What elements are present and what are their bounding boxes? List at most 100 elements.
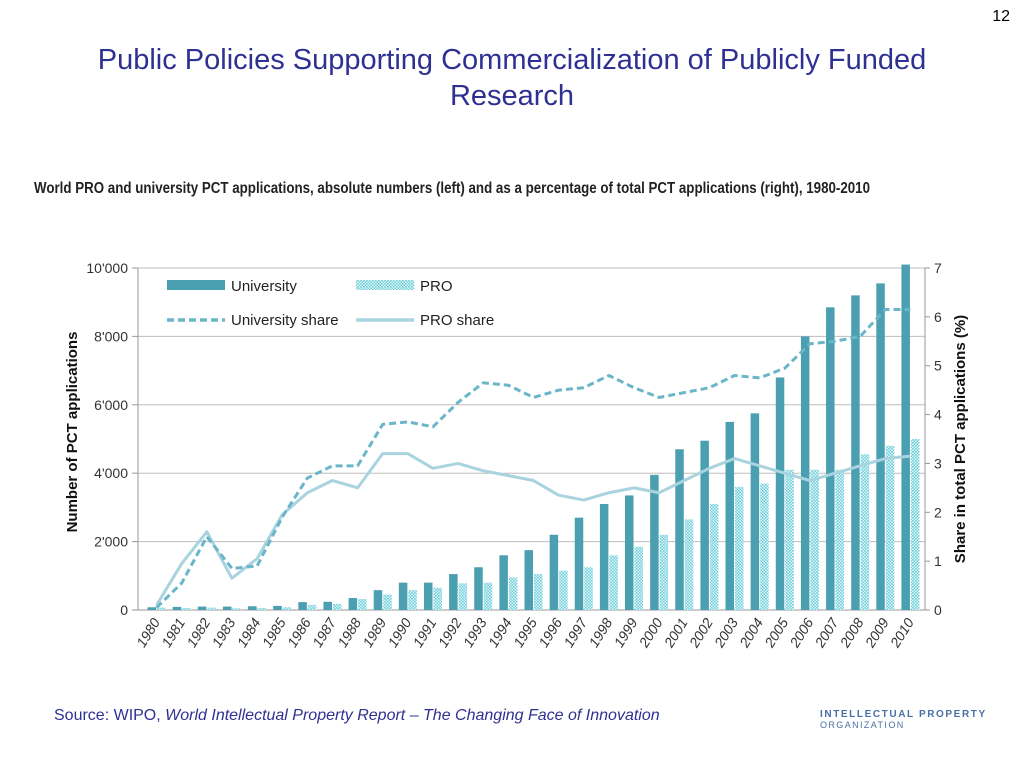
pro-bar (408, 590, 417, 610)
right-tick-label: 0 (934, 602, 942, 618)
x-tick-label: 1988 (334, 615, 364, 650)
left-tick-label: 8'000 (94, 328, 128, 344)
x-tick-label: 1995 (510, 615, 540, 650)
pro-bar (232, 608, 241, 610)
legend-label: PRO share (420, 312, 494, 329)
source-report-title: World Intellectual Property Report – The… (165, 707, 660, 724)
pro-bar (433, 587, 442, 610)
source-citation: Source: WIPO, World Intellectual Propert… (54, 707, 660, 725)
university-share-line (155, 308, 911, 609)
pro-bar (307, 604, 317, 610)
x-tick-label: 2001 (660, 615, 691, 651)
university-bar (750, 413, 760, 610)
university-bar (650, 474, 659, 610)
pro-bar (383, 594, 392, 610)
x-tick-label: 1994 (485, 615, 515, 650)
chart-title: World PRO and university PCT application… (34, 180, 871, 197)
x-tick-label: 1990 (384, 615, 414, 650)
left-tick-label: 2'000 (94, 534, 128, 550)
university-bar (775, 377, 785, 610)
slide-number: 12 (992, 8, 1010, 25)
university-bar (449, 574, 458, 610)
right-tick-label: 3 (934, 455, 942, 471)
legend-swatch-university (167, 280, 225, 290)
x-tick-label: 1983 (208, 615, 238, 650)
pro-bar (534, 574, 543, 610)
pro-bar (659, 534, 669, 610)
x-tick-label: 1989 (359, 615, 389, 650)
legend-label: University share (231, 312, 339, 329)
university-bar (474, 567, 483, 610)
x-tick-label: 2009 (861, 615, 892, 651)
university-bar (273, 605, 282, 610)
source-prefix: Source: WIPO, (54, 707, 166, 724)
university-bar (675, 449, 684, 610)
x-tick-label: 1981 (158, 615, 188, 650)
pro-bar (508, 577, 518, 610)
university-bar (147, 607, 157, 610)
x-tick-label: 1980 (133, 615, 163, 650)
x-tick-label: 2000 (635, 615, 666, 651)
pro-bar (483, 582, 493, 610)
right-tick-label: 1 (934, 553, 942, 569)
right-tick-label: 5 (934, 358, 942, 374)
university-bar (524, 550, 533, 610)
left-tick-label: 4'000 (94, 465, 128, 481)
pct-applications-chart: 02'0004'0006'0008'00010'0000123456719801… (64, 260, 969, 651)
university-bar (499, 555, 508, 610)
logo-line-1: INTELLECTUAL PROPERTY (820, 709, 987, 720)
right-tick-label: 4 (934, 407, 942, 423)
pro-bar (559, 570, 568, 610)
pro-bar (358, 599, 367, 610)
x-tick-label: 2002 (685, 615, 716, 651)
x-tick-label: 2003 (710, 615, 741, 651)
legend-swatch-pro (356, 280, 414, 290)
x-tick-label: 2004 (736, 615, 767, 651)
university-bar (323, 601, 332, 610)
left-tick-label: 0 (120, 602, 128, 618)
university-bar (876, 283, 885, 610)
x-tick-label: 1982 (183, 615, 213, 650)
x-tick-label: 2008 (836, 615, 867, 651)
university-bar (222, 606, 232, 610)
pro-bar (735, 486, 744, 610)
university-bar (197, 606, 207, 610)
pro-bar (885, 445, 895, 610)
right-tick-label: 2 (934, 504, 942, 520)
university-bar (298, 602, 307, 610)
x-tick-label: 1991 (409, 615, 439, 650)
university-bar (574, 517, 584, 610)
pro-bar (860, 454, 870, 610)
x-tick-label: 1986 (284, 615, 314, 650)
university-bar (851, 295, 860, 610)
university-bar (625, 495, 634, 610)
pro-bar (282, 607, 292, 610)
left-tick-label: 10'000 (86, 260, 128, 276)
university-bar (373, 590, 383, 610)
university-bar (901, 264, 910, 610)
x-tick-label: 1993 (460, 615, 490, 650)
university-bar (348, 598, 358, 610)
university-bar (725, 421, 735, 610)
x-tick-label: 2006 (786, 615, 817, 651)
university-bar (700, 440, 709, 610)
legend-label: University (231, 278, 297, 295)
pro-bar (182, 607, 191, 610)
pro-bar (584, 567, 593, 610)
left-tick-label: 6'000 (94, 397, 128, 413)
university-bar (800, 336, 810, 610)
pro-bar (835, 469, 845, 610)
y-axis-title: Number of PCT applications (64, 332, 81, 533)
x-tick-label: 1998 (585, 615, 615, 650)
y2-axis-title: Share in total PCT applications (%) (952, 315, 969, 563)
pro-bar (157, 607, 166, 610)
slide-title: Public Policies Supporting Commercializa… (97, 44, 927, 112)
x-tick-label: 1992 (435, 615, 465, 650)
pro-bar (332, 603, 342, 610)
x-tick-label: 2005 (761, 615, 792, 651)
pro-bar (810, 469, 819, 610)
right-tick-label: 7 (934, 260, 942, 276)
pro-bar (257, 607, 267, 610)
pro-bar (609, 555, 618, 610)
x-tick-label: 1984 (234, 615, 264, 650)
